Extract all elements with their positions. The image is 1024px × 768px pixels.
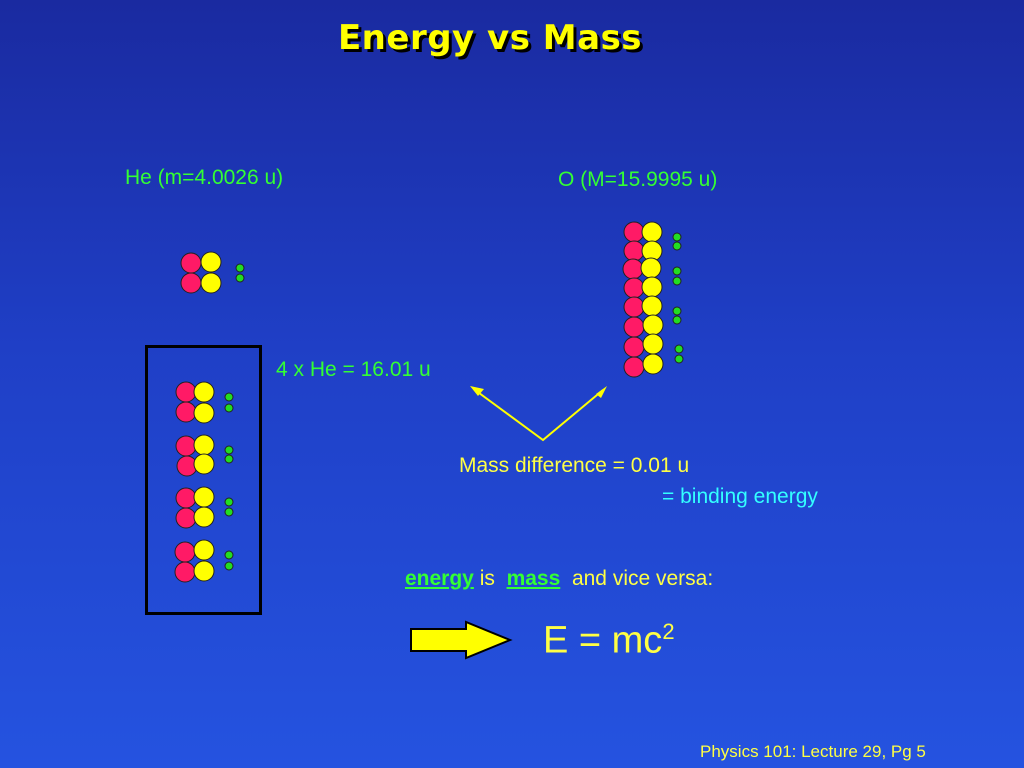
right-arrow-icon	[410, 620, 513, 660]
helium-atom-icon	[180, 251, 245, 294]
energy-mass-statement: energy is mass and vice versa:	[405, 567, 713, 591]
oxygen-atom-icon	[622, 221, 684, 378]
four-helium-box	[145, 345, 262, 615]
footer-slide-info: Physics 101: Lecture 29, Pg 5	[700, 742, 926, 761]
helium-atom-icon	[174, 539, 234, 583]
oxygen-mass-label: O (M=15.9995 u)	[558, 168, 718, 191]
comparison-arrows	[470, 386, 607, 442]
energy-word: energy	[405, 567, 474, 590]
mass-word: mass	[506, 567, 561, 590]
mass-difference-label: Mass difference = 0.01 u	[459, 454, 690, 477]
binding-energy-label: = binding energy	[662, 485, 818, 508]
helium-atom-icon	[175, 381, 234, 424]
helium-mass-label: He (m=4.0026 u)	[125, 166, 284, 189]
vice-versa-text: and vice versa:	[571, 567, 714, 590]
einstein-equation: E = mc2	[543, 619, 675, 663]
equation-exponent: 2	[662, 619, 675, 644]
page-title: Energy vs Mass	[337, 18, 643, 58]
is-word: is	[479, 567, 495, 590]
helium-atom-icon	[175, 486, 234, 529]
helium-atom-icon	[175, 434, 234, 477]
equation-base: E = mc	[543, 619, 663, 662]
four-helium-mass-label: 4 x He = 16.01 u	[276, 358, 431, 381]
